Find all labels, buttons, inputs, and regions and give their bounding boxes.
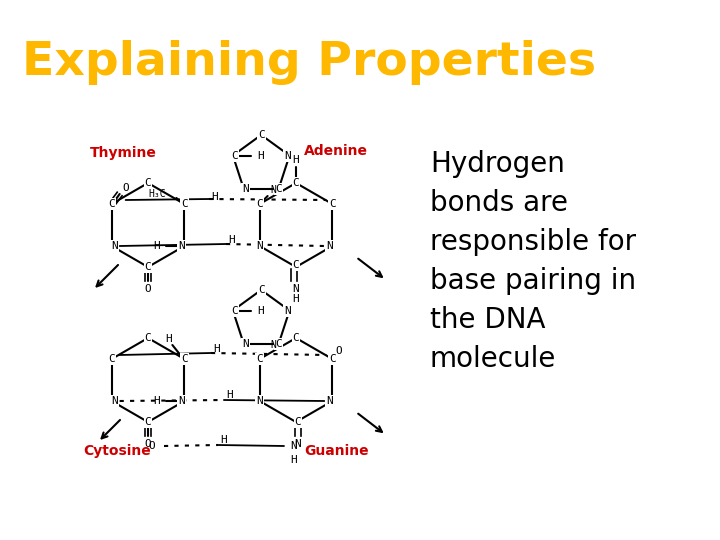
Text: C: C: [256, 199, 263, 209]
Text: O: O: [148, 441, 156, 451]
Text: C: C: [329, 199, 336, 209]
Text: N: N: [326, 396, 333, 406]
Text: C: C: [181, 199, 188, 209]
Text: H: H: [212, 192, 218, 202]
Text: C: C: [232, 151, 238, 160]
Text: H: H: [165, 334, 172, 344]
Text: N: N: [243, 339, 249, 349]
Text: N: N: [326, 241, 333, 251]
Text: N: N: [178, 241, 185, 251]
Text: C: C: [145, 417, 151, 427]
Text: H: H: [257, 306, 264, 315]
Text: N: N: [294, 439, 302, 449]
Text: H: H: [220, 435, 228, 445]
Text: O: O: [335, 346, 342, 356]
Text: H: H: [229, 235, 235, 245]
Text: C: C: [329, 354, 336, 364]
Text: N: N: [112, 241, 118, 251]
Text: Thymine: Thymine: [90, 146, 157, 160]
Text: C: C: [292, 260, 300, 270]
Text: H: H: [291, 455, 297, 465]
Text: N: N: [284, 306, 291, 315]
Text: Cytosine: Cytosine: [83, 444, 150, 458]
Text: N: N: [112, 396, 118, 406]
Text: C: C: [145, 262, 151, 272]
Text: C: C: [275, 184, 282, 194]
Text: H: H: [153, 396, 161, 406]
Text: H: H: [292, 155, 300, 165]
Text: H: H: [257, 151, 264, 160]
Text: C: C: [275, 339, 282, 349]
Text: N: N: [284, 151, 291, 160]
Text: C: C: [108, 199, 115, 209]
Text: O: O: [145, 439, 151, 449]
Text: N: N: [243, 184, 249, 194]
Text: C: C: [108, 354, 115, 364]
Text: C: C: [145, 333, 151, 343]
Text: N: N: [256, 241, 263, 251]
Text: H: H: [214, 344, 220, 354]
Text: Guanine: Guanine: [304, 444, 369, 458]
Text: O: O: [145, 284, 151, 294]
Text: H: H: [227, 390, 233, 400]
Text: C: C: [292, 333, 300, 343]
Text: N: N: [178, 396, 185, 406]
Text: H₃C: H₃C: [149, 189, 166, 199]
Text: N: N: [292, 284, 300, 294]
Text: Hydrogen
bonds are
responsible for
base pairing in
the DNA
molecule: Hydrogen bonds are responsible for base …: [430, 150, 636, 373]
Text: C: C: [256, 354, 263, 364]
Text: Explaining Properties: Explaining Properties: [22, 40, 595, 85]
Text: N: N: [256, 396, 263, 406]
Text: N: N: [291, 441, 297, 451]
Text: C: C: [181, 354, 188, 364]
Text: H: H: [153, 241, 161, 251]
Text: Adenine: Adenine: [304, 144, 368, 158]
Text: N: N: [271, 340, 276, 350]
Text: C: C: [294, 417, 302, 427]
Text: O: O: [122, 183, 129, 193]
Text: N: N: [271, 185, 276, 195]
Text: C: C: [145, 178, 151, 188]
Text: C: C: [258, 285, 264, 295]
Text: H: H: [292, 294, 300, 304]
Text: C: C: [232, 306, 238, 315]
Text: C: C: [292, 178, 300, 188]
Text: C: C: [258, 130, 264, 140]
